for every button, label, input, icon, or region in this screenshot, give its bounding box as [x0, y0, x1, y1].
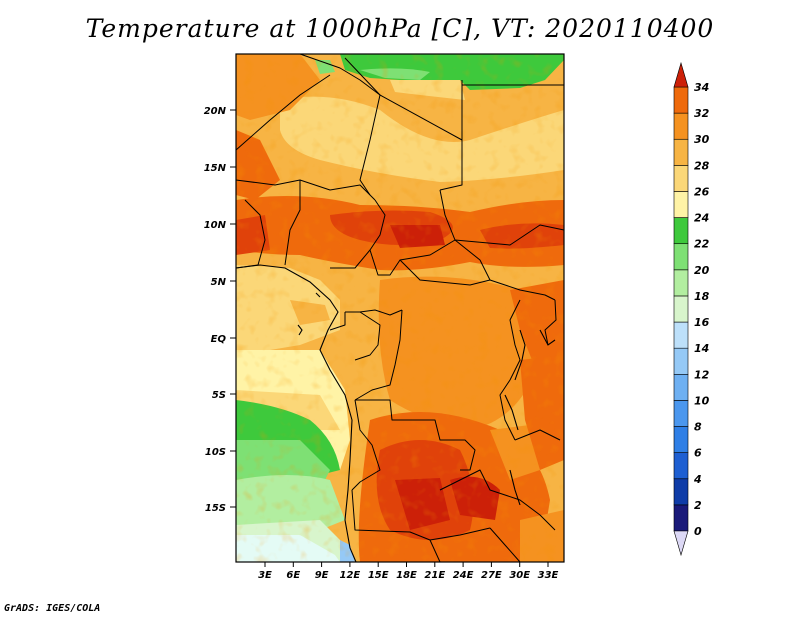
- colorbar-segment: [673, 165, 689, 192]
- colorbar-segment: [673, 138, 689, 166]
- colorbar-label: 26: [694, 185, 710, 198]
- grads-credit: GrADS: IGES/COLA: [4, 603, 101, 614]
- lat-label: 20N: [204, 106, 227, 117]
- colorbar-segment: [673, 217, 689, 245]
- lat-label: 10N: [204, 220, 227, 231]
- colorbar-segment: [673, 321, 689, 349]
- colorbar-segment: [673, 347, 689, 375]
- colorbar-label: 18: [694, 290, 710, 303]
- colorbar-label: 14: [694, 342, 709, 355]
- colorbar-label: 28: [694, 159, 710, 172]
- colorbar-label: 34: [694, 81, 709, 94]
- colorbar-label: 2: [694, 499, 702, 512]
- lon-label: 6E: [286, 570, 300, 581]
- colorbar-label: 10: [694, 394, 710, 407]
- coastlines: [235, 264, 556, 563]
- lon-label: 21E: [424, 570, 445, 581]
- lon-label: 27E: [481, 570, 502, 581]
- colorbar-segment: [673, 86, 689, 114]
- map-frame: [235, 53, 565, 563]
- colorbar-segment: [673, 452, 689, 480]
- lat-label: 15S: [205, 503, 226, 514]
- lon-label: 12E: [340, 570, 361, 581]
- temperature-field: [236, 54, 564, 562]
- colorbar-label: 6: [694, 447, 702, 460]
- chart-title: Temperature at 1000hPa [C], VT: 20201104…: [85, 14, 715, 43]
- colorbar-label: 0: [694, 525, 702, 538]
- colorbar-low-cap: [673, 530, 689, 557]
- colorbar-label: 32: [694, 107, 710, 120]
- lat-label: 5S: [212, 390, 226, 401]
- colorbar-segment: [673, 112, 689, 140]
- colorbar-label: 22: [694, 238, 710, 251]
- lat-label: EQ: [211, 334, 227, 345]
- lon-label: 24E: [453, 570, 474, 581]
- colorbar-label: 30: [694, 133, 710, 146]
- colorbar-segment: [673, 426, 689, 453]
- colorbar-label: 4: [693, 473, 702, 486]
- lon-label: 18E: [396, 570, 417, 581]
- country-borders: [235, 53, 565, 563]
- colorbar-segment: [673, 373, 689, 401]
- colorbar-segment: [673, 295, 689, 323]
- colorbar-segment: [673, 243, 689, 271]
- colorbar-segment: [673, 478, 689, 506]
- colorbar-high-cap: [673, 61, 689, 88]
- colorbar-segment: [673, 400, 689, 427]
- colorbar-segment: [673, 504, 689, 532]
- lat-label: 10S: [205, 447, 226, 458]
- colorbar-segment: [673, 191, 689, 218]
- lon-label: 9E: [315, 570, 329, 581]
- lon-label: 3E: [258, 570, 272, 581]
- colorbar-label: 12: [694, 368, 710, 381]
- colorbar-label: 20: [694, 264, 710, 277]
- colorbar-label: 8: [694, 421, 702, 434]
- colorbar-segment: [673, 269, 689, 297]
- lat-label: 15N: [204, 163, 227, 174]
- lon-label: 30E: [509, 570, 530, 581]
- lat-label: 5N: [211, 277, 227, 288]
- axis-labels: 20N 15N 10N 5N EQ 5S 10S 15S 3E 6E 9E 12E 15E 18E 21E 2…: [204, 106, 559, 581]
- colorbar-label: 16: [694, 316, 710, 329]
- colorbar-label: 24: [694, 212, 709, 225]
- lon-label: 33E: [538, 570, 559, 581]
- lon-label: 15E: [368, 570, 389, 581]
